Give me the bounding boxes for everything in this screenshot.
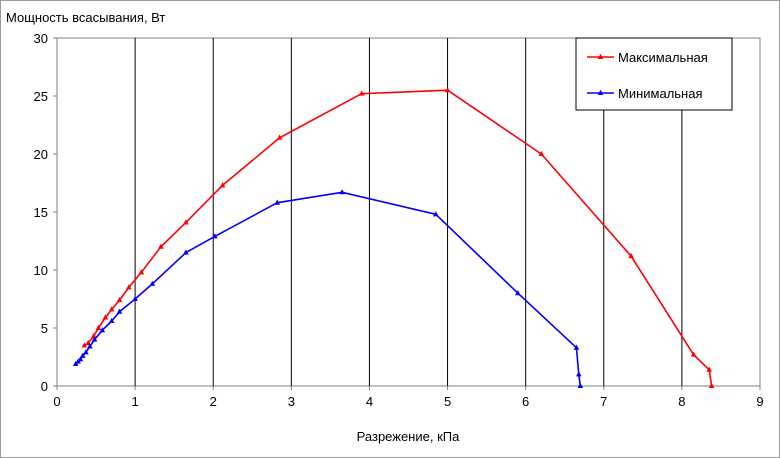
y-tick-label: 15 [34, 205, 48, 220]
x-tick-label: 1 [131, 394, 138, 409]
y-tick-label: 5 [41, 321, 48, 336]
data-point [575, 371, 582, 377]
data-point [116, 296, 123, 303]
x-tick-label: 2 [210, 394, 217, 409]
data-point [132, 295, 138, 301]
data-point [99, 327, 106, 333]
y-tick-label: 25 [34, 89, 48, 104]
data-point [274, 199, 281, 205]
data-point [690, 351, 697, 357]
gridlines [134, 38, 683, 386]
data-point [108, 317, 115, 324]
data-point [219, 182, 226, 188]
legend-marker-min [597, 89, 604, 95]
data-point [138, 269, 145, 275]
data-point [444, 87, 451, 93]
series-layer [72, 87, 715, 388]
data-point [339, 189, 345, 195]
data-point [573, 344, 580, 350]
data-point [81, 342, 88, 348]
data-point [276, 134, 283, 140]
series-max [81, 87, 715, 388]
data-point [83, 349, 89, 355]
data-point [211, 233, 218, 239]
data-point [126, 284, 132, 290]
series-line [83, 89, 713, 387]
x-tick-label: 6 [522, 394, 529, 409]
y-tick-label: 20 [34, 147, 48, 162]
data-point [158, 243, 164, 249]
data-point [183, 249, 189, 255]
data-point [90, 332, 97, 339]
data-point [79, 352, 86, 358]
data-point [149, 280, 156, 286]
y-tick-label: 0 [41, 379, 48, 394]
x-tick-label: 8 [678, 394, 685, 409]
data-point [358, 90, 365, 96]
legend-box [575, 37, 733, 111]
x-tick-label: 3 [288, 394, 295, 409]
legend-marker-max [597, 53, 604, 59]
data-point [628, 252, 634, 259]
x-tick-label: 0 [53, 394, 60, 409]
data-point [183, 219, 189, 225]
x-tick-label: 9 [756, 394, 763, 409]
data-point [91, 336, 98, 342]
data-point [538, 150, 545, 156]
data-point [433, 211, 439, 217]
x-tick-label: 7 [600, 394, 607, 409]
axis-ticks: 0 1 2 3 4 5 6 7 8 9 0 5 10 15 20 25 30 [34, 31, 764, 409]
series-min [72, 189, 584, 388]
x-tick-label: 4 [366, 394, 373, 409]
data-point [108, 306, 115, 312]
data-point [102, 314, 109, 320]
legend: Максимальная Минимальная [575, 37, 733, 111]
data-point [577, 382, 584, 388]
data-point [116, 308, 123, 314]
data-point [87, 343, 93, 349]
x-axis-title: Разрежение, кПа [357, 429, 460, 444]
legend-label-min: Минимальная [618, 86, 703, 101]
data-point [515, 290, 521, 296]
legend-label-max: Максимальная [618, 50, 708, 65]
data-point [95, 324, 102, 330]
y-axis-title: Мощность всасывания, Вт [6, 10, 165, 25]
x-tick-label: 5 [444, 394, 451, 409]
data-point [708, 382, 715, 388]
data-point [706, 366, 713, 372]
data-point [77, 356, 84, 362]
y-tick-label: 30 [34, 31, 48, 46]
y-tick-label: 10 [34, 263, 48, 278]
